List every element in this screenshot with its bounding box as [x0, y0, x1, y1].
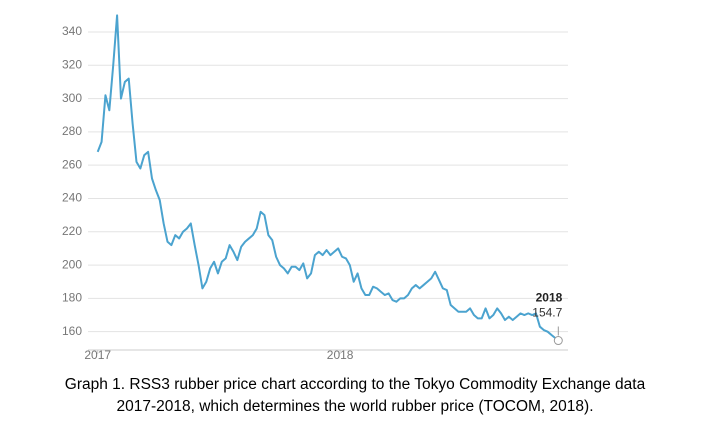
data-label: 154.7 [532, 306, 562, 320]
y-tick-label: 280 [62, 124, 82, 138]
x-tick-label: 2018 [327, 348, 354, 362]
caption-line: 2017-2018, which determines the world ru… [116, 398, 594, 415]
x-tick-label: 2017 [84, 348, 111, 362]
caption-line: Graph 1. RSS3 rubber price chart accordi… [64, 376, 646, 393]
y-tick-label: 320 [62, 57, 82, 71]
annotation: 2018 [536, 291, 563, 305]
y-tick-label: 260 [62, 157, 82, 171]
y-tick-label: 300 [62, 91, 82, 105]
y-tick-label: 340 [62, 24, 82, 38]
y-tick-label: 180 [62, 291, 82, 305]
y-tick-label: 200 [62, 257, 82, 271]
y-tick-label: 220 [62, 224, 82, 238]
y-tick-label: 160 [62, 324, 82, 338]
price-line [96, 14, 559, 342]
y-tick-label: 240 [62, 191, 82, 205]
end-marker [553, 336, 563, 346]
chart: 160 180 200 220 240 260 280 300 320 340 2017 2018 20… [62, 14, 568, 362]
